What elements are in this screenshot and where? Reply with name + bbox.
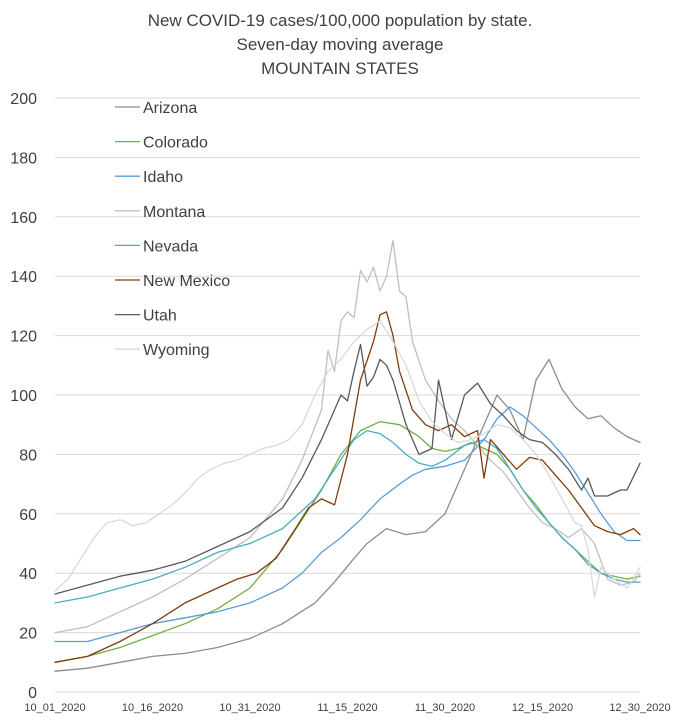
series-line-arizona bbox=[54, 358, 641, 672]
y-tick-label: 20 bbox=[19, 626, 37, 643]
x-tick-label: 10_31_2020 bbox=[219, 702, 280, 714]
series-line-nevada bbox=[54, 429, 641, 604]
series-line-new-mexico bbox=[54, 311, 641, 663]
y-tick-label: 180 bbox=[10, 150, 37, 167]
chart-subtitle-2: MOUNTAIN STATES bbox=[261, 59, 419, 78]
legend: Arizona Colorado Idaho Montana Nevada New Mex… bbox=[115, 100, 230, 359]
legend-label-utah: Utah bbox=[143, 308, 177, 325]
plot-series bbox=[54, 239, 641, 672]
chart-title: New COVID-19 cases/100,000 population by… bbox=[148, 11, 533, 30]
y-tick-label: 80 bbox=[19, 447, 37, 464]
y-tick-label: 40 bbox=[19, 566, 37, 583]
x-tick-label: 10_01_2020 bbox=[24, 702, 85, 714]
legend-label-wyoming: Wyoming bbox=[143, 342, 210, 359]
x-tick-label: 11_30_2020 bbox=[415, 702, 475, 714]
y-tick-label: 60 bbox=[19, 507, 37, 524]
legend-label-nevada: Nevada bbox=[143, 238, 198, 255]
legend-label-new-mexico: New Mexico bbox=[143, 273, 230, 290]
y-axis-ticks: 0 20 40 60 80 100 120 140 160 180 200 bbox=[10, 91, 37, 702]
series-line-idaho bbox=[54, 406, 641, 643]
series-line-montana bbox=[54, 239, 641, 634]
x-tick-label: 10_16_2020 bbox=[122, 702, 183, 714]
y-tick-label: 100 bbox=[10, 388, 37, 405]
legend-label-montana: Montana bbox=[143, 204, 205, 221]
x-tick-label: 12_30_2020 bbox=[609, 702, 670, 714]
x-tick-label: 12_15_2020 bbox=[512, 702, 573, 714]
chart-subtitle: Seven-day moving average bbox=[237, 35, 444, 54]
series-line-wyoming bbox=[54, 320, 641, 598]
y-tick-label: 160 bbox=[10, 210, 37, 227]
x-tick-label: 11_15_2020 bbox=[317, 702, 377, 714]
y-tick-label: 0 bbox=[28, 685, 37, 702]
series-line-utah bbox=[54, 343, 641, 595]
y-tick-label: 200 bbox=[10, 91, 37, 108]
gridlines bbox=[55, 97, 640, 693]
x-axis-ticks: 10_01_2020 10_16_2020 10_31_2020 11_15_2020… bbox=[24, 702, 670, 714]
y-tick-label: 140 bbox=[10, 269, 37, 286]
legend-label-arizona: Arizona bbox=[143, 100, 197, 117]
legend-label-idaho: Idaho bbox=[143, 169, 183, 186]
legend-label-colorado: Colorado bbox=[143, 135, 208, 152]
y-tick-label: 120 bbox=[10, 329, 37, 346]
